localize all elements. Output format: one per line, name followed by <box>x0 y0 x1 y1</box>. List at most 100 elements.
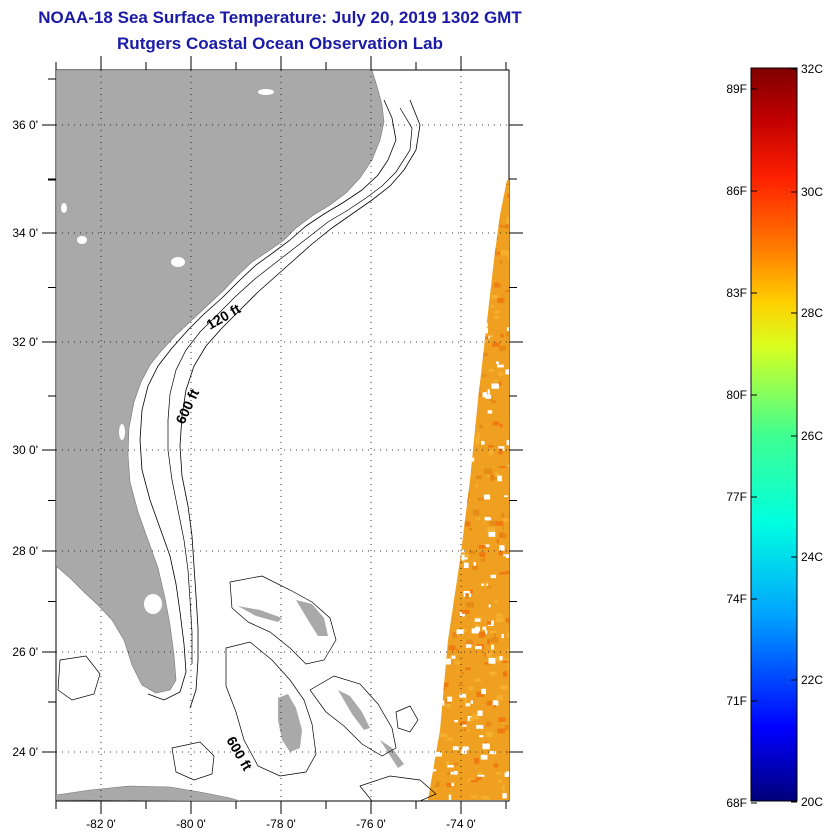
sst-pixel <box>473 437 478 441</box>
sst-pixel <box>507 252 509 258</box>
sst-pixel <box>499 545 505 551</box>
sst-pixel <box>502 492 509 496</box>
sst-pixel <box>486 620 492 625</box>
sst-pixel <box>512 520 517 524</box>
sst-pixel <box>488 445 495 448</box>
sst-pixel <box>481 490 485 497</box>
sst-pixel <box>482 743 490 750</box>
sst-pixel <box>476 724 484 729</box>
sst-pixel <box>498 551 504 556</box>
colorbar <box>750 67 798 802</box>
sst-pixel <box>475 624 479 630</box>
sst-pixel <box>493 700 498 705</box>
sst-pixel <box>475 626 481 632</box>
sst-pixel <box>498 571 507 575</box>
sst-pixel <box>496 656 501 662</box>
sst-pixel <box>474 618 481 622</box>
sst-pixel <box>501 633 504 639</box>
sst-pixel <box>489 751 497 755</box>
sst-pixel <box>473 561 476 566</box>
sst-pixel <box>482 599 486 604</box>
sst-pixel <box>504 211 509 215</box>
sst-pixel <box>511 275 518 278</box>
contour-bahama-bank <box>359 775 437 801</box>
sst-pixel <box>493 316 500 319</box>
contour-120ft <box>139 99 397 701</box>
lat-label: 30 0' <box>12 443 38 457</box>
sst-pixel <box>501 187 509 193</box>
sst-pixel <box>475 483 479 487</box>
sst-pixel <box>503 691 507 698</box>
sst-pixel <box>448 794 452 800</box>
sst-pixel <box>428 781 437 786</box>
lake-okeechobee <box>144 594 162 614</box>
sst-pixel <box>474 449 479 452</box>
sst-pixel <box>459 611 465 617</box>
sst-pixel <box>449 782 454 787</box>
sst-pixel <box>487 527 495 533</box>
sst-pixel <box>505 369 509 375</box>
sst-pixel <box>510 222 513 226</box>
sst-pixel <box>475 517 481 520</box>
sst-pixel <box>497 284 503 287</box>
sst-pixel <box>494 310 501 314</box>
sst-pixel <box>511 396 518 398</box>
sst-pixel <box>509 217 516 219</box>
sst-pixel <box>456 648 459 652</box>
sst-pixel <box>479 735 484 738</box>
sst-pixel <box>483 352 489 357</box>
sst-pixel <box>482 392 488 398</box>
sst-pixel <box>451 655 456 659</box>
sst-pixel <box>505 219 509 224</box>
sst-pixel <box>476 691 485 697</box>
sst-pixel <box>495 617 504 622</box>
sst-pixel <box>484 544 490 547</box>
sst-pixel <box>503 194 509 198</box>
sst-pixel <box>496 525 503 531</box>
inland-lake <box>61 203 67 213</box>
sst-pixel <box>482 791 488 796</box>
sst-pixel <box>489 520 496 526</box>
sst-pixel <box>465 593 469 599</box>
sst-pixel <box>472 714 478 717</box>
sst-pixel <box>487 389 490 395</box>
sst-pixel <box>459 693 467 698</box>
sst-pixel <box>499 424 503 428</box>
contour-bahama-bank <box>57 655 101 701</box>
sst-pixel <box>499 222 506 228</box>
sst-pixel <box>512 667 517 672</box>
sst-pixel <box>446 782 452 787</box>
sst-pixel <box>500 602 508 606</box>
sst-pixel <box>506 648 509 653</box>
latitude-axis: 36 0' 34 0' 32 0' 30 0' 28 0' 26 0' 24 0' <box>12 78 523 759</box>
sst-pixel <box>477 431 480 438</box>
sst-pixel <box>461 748 467 754</box>
sst-pixel <box>479 552 486 558</box>
colorbar-label-c: 32C <box>801 62 823 76</box>
sst-pixel <box>451 698 459 703</box>
sst-pixel <box>443 804 446 807</box>
sst-pixel <box>477 774 485 777</box>
sst-pixel <box>489 802 494 806</box>
sst-pixel <box>457 770 462 775</box>
sst-pixel <box>476 776 482 781</box>
sst-pixel <box>511 198 518 202</box>
sst-pixel <box>496 772 502 775</box>
sst-pixel <box>513 513 515 516</box>
sst-pixel <box>514 231 519 237</box>
sst-pixel <box>477 556 480 561</box>
sst-pixel <box>499 281 506 287</box>
sst-pixel <box>487 638 491 645</box>
sst-pixel <box>511 225 513 230</box>
sst-pixel <box>500 563 508 569</box>
sst-pixel <box>511 755 517 758</box>
sst-pixel <box>447 746 452 750</box>
sst-pixel <box>511 790 514 793</box>
sst-pixel <box>506 327 509 331</box>
sst-pixel <box>497 364 504 368</box>
lat-label: 32 0' <box>12 335 38 349</box>
sst-pixel <box>484 336 489 339</box>
colorbar-label-c: 20C <box>801 795 823 809</box>
sst-pixel <box>502 793 507 799</box>
sst-pixel <box>484 516 490 521</box>
